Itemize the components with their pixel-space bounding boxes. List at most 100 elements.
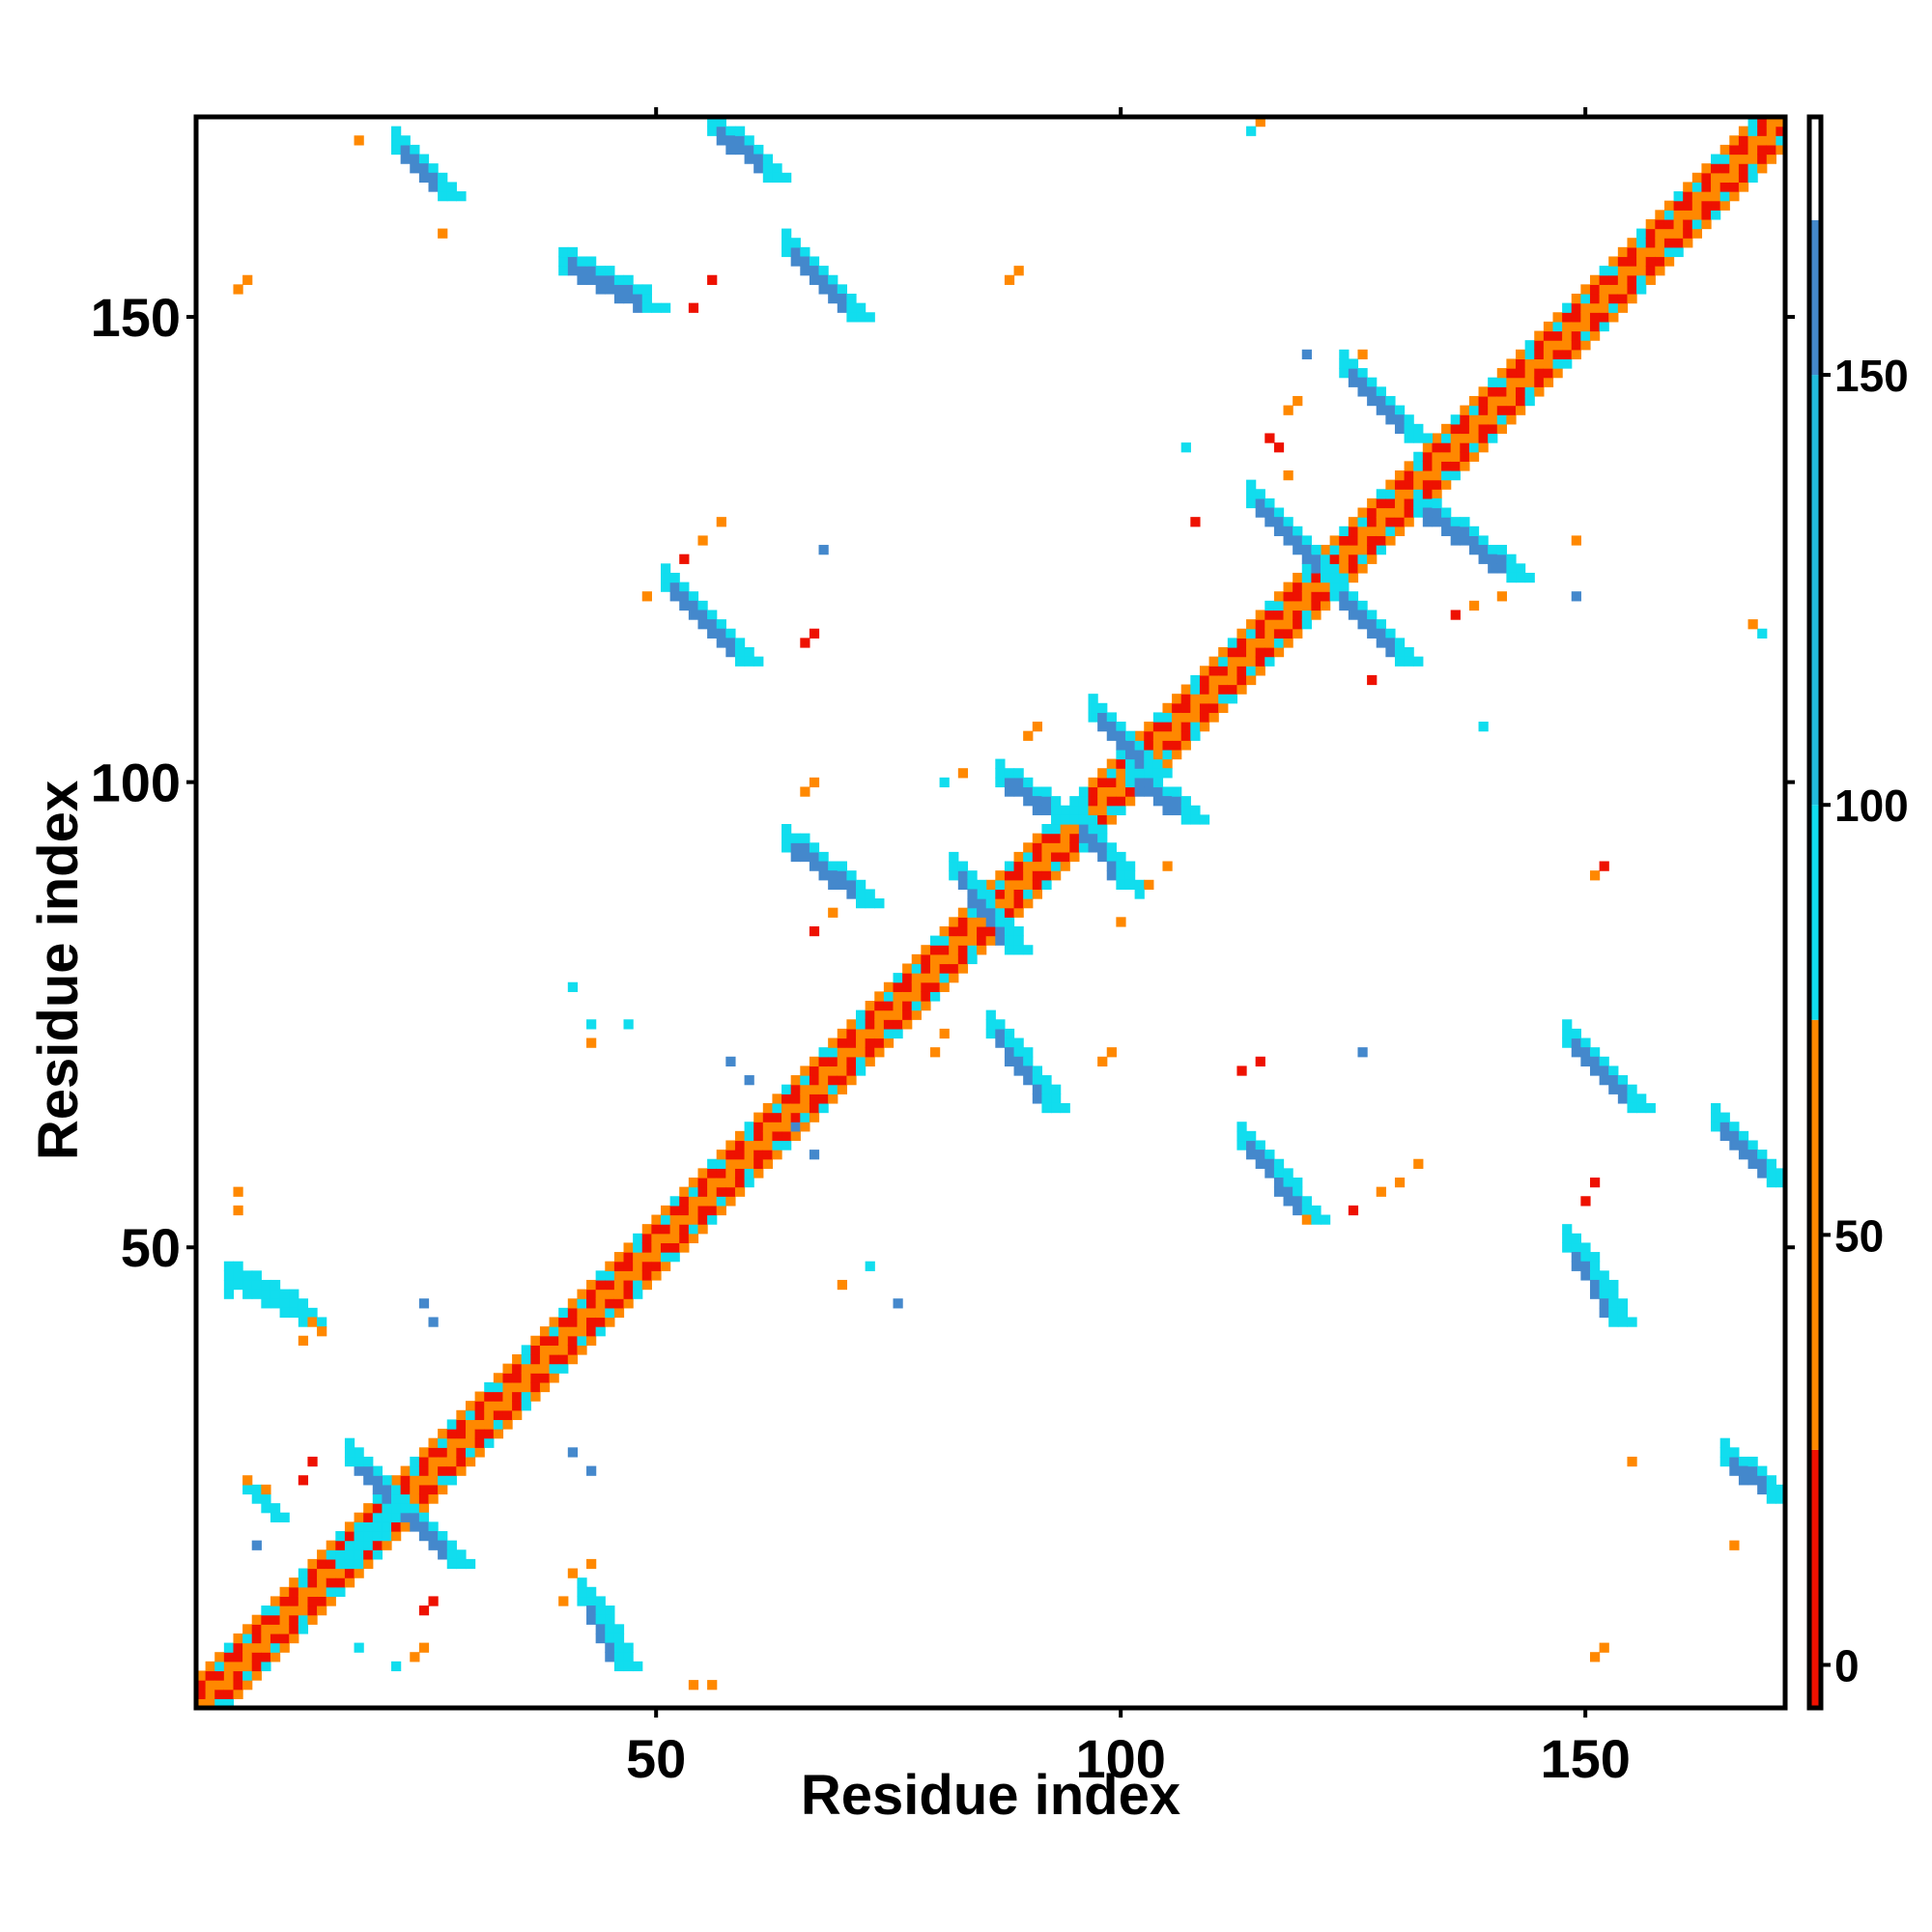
heatmap-cell <box>1106 1047 1117 1058</box>
heatmap-cell <box>1255 1056 1265 1067</box>
heatmap-cell <box>744 1178 754 1188</box>
heatmap-cell <box>818 870 829 881</box>
heatmap-cell <box>251 1624 262 1634</box>
heatmap-cell <box>1478 414 1489 425</box>
heatmap-cell <box>1180 722 1191 732</box>
heatmap-cell <box>1097 842 1108 853</box>
heatmap-cell <box>1571 321 1581 332</box>
heatmap-cell <box>781 1084 792 1094</box>
heatmap-cell <box>697 535 708 546</box>
heatmap-cell <box>446 182 457 192</box>
heatmap-cell <box>605 1642 615 1653</box>
heatmap-cell <box>428 1475 439 1486</box>
heatmap-cell <box>1032 796 1043 807</box>
heatmap-cell <box>1738 126 1749 136</box>
heatmap-cell <box>1589 1261 1601 1271</box>
heatmap-cell <box>874 1047 885 1058</box>
heatmap-cell <box>251 1484 262 1495</box>
heatmap-cell <box>1422 479 1434 490</box>
heatmap-cell <box>577 1335 587 1346</box>
heatmap-cell <box>1004 907 1015 918</box>
heatmap-cell <box>893 1298 903 1309</box>
heatmap-cell <box>1580 1056 1591 1067</box>
heatmap-cell <box>921 1001 931 1011</box>
heatmap-cell <box>1617 1075 1629 1086</box>
heatmap-cell <box>595 284 606 295</box>
heatmap-cell <box>586 1586 597 1598</box>
heatmap-cell <box>1719 163 1730 174</box>
heatmap-cell <box>1032 1075 1043 1086</box>
heatmap-cell <box>809 1102 820 1114</box>
heatmap-cell <box>1673 210 1684 220</box>
heatmap-cell <box>298 1568 309 1578</box>
heatmap-cell <box>1032 870 1043 881</box>
heatmap-cell <box>1004 274 1015 285</box>
heatmap-cell <box>502 1381 513 1393</box>
heatmap-cell <box>1367 517 1378 527</box>
heatmap-cell <box>1283 526 1293 537</box>
heatmap-cell <box>558 1345 569 1355</box>
heatmap-cell <box>1478 386 1489 397</box>
heatmap-cell <box>251 1540 262 1550</box>
heatmap-cell <box>1180 796 1191 807</box>
heatmap-cell <box>1069 851 1080 863</box>
heatmap-cell <box>270 1512 281 1522</box>
heatmap-cell <box>298 1317 309 1327</box>
heatmap-cell <box>1124 786 1136 797</box>
heatmap-cell <box>270 1289 281 1299</box>
heatmap-cell <box>1190 694 1201 704</box>
heatmap-cell <box>270 1614 281 1625</box>
heatmap-cell <box>921 945 931 955</box>
heatmap-cell <box>214 1680 225 1690</box>
heatmap-cell <box>1738 1465 1749 1476</box>
heatmap-cell <box>1124 730 1136 741</box>
heatmap-cell <box>1069 842 1080 853</box>
heatmap-cell <box>1394 638 1406 648</box>
heatmap-cell <box>809 1056 820 1067</box>
heatmap-cell <box>1404 414 1414 425</box>
heatmap-cell <box>1106 870 1117 881</box>
heatmap-cell <box>1691 228 1703 239</box>
heatmap-cell <box>949 953 959 965</box>
heatmap-cell <box>1190 722 1201 732</box>
heatmap-cell <box>1589 1252 1601 1263</box>
heatmap-cell <box>1747 154 1758 164</box>
heatmap-cell <box>242 1642 253 1653</box>
heatmap-cell <box>1543 321 1554 332</box>
heatmap-cell <box>744 656 754 667</box>
heatmap-cell <box>539 1373 551 1383</box>
heatmap-cell <box>939 945 950 955</box>
heatmap-cell <box>391 1512 402 1522</box>
heatmap-cell <box>641 1270 652 1281</box>
heatmap-cell <box>744 135 754 146</box>
heatmap-cell <box>1152 740 1164 751</box>
heatmap-cell <box>1608 1084 1619 1094</box>
heatmap-cell <box>800 1065 810 1076</box>
heatmap-cell <box>1385 405 1396 415</box>
heatmap-cell <box>809 1150 820 1160</box>
heatmap-cell <box>1060 861 1070 871</box>
heatmap-cell <box>623 1270 634 1281</box>
heatmap-cell <box>1516 386 1526 397</box>
heatmap-cell <box>623 274 634 285</box>
heatmap-cell <box>1691 172 1703 184</box>
heatmap-cell <box>1236 684 1247 695</box>
heatmap-cell <box>1627 238 1637 248</box>
heatmap-cell <box>828 1056 838 1067</box>
y-tick-label: 50 <box>121 1217 181 1278</box>
heatmap-cell <box>223 1652 235 1662</box>
heatmap-cell <box>1711 163 1721 174</box>
heatmap-cell <box>279 1596 290 1606</box>
heatmap-cell <box>484 1391 495 1402</box>
heatmap-cell <box>410 1521 420 1532</box>
heatmap-cell <box>1432 461 1442 471</box>
heatmap-cell <box>1404 656 1414 667</box>
heatmap-cell <box>354 1456 364 1467</box>
heatmap-cell <box>270 1642 281 1653</box>
heatmap-cell <box>242 1484 253 1495</box>
heatmap-cell <box>363 1503 374 1514</box>
heatmap-cell <box>428 182 439 192</box>
heatmap-cell <box>995 907 1006 918</box>
heatmap-cell <box>1580 1270 1591 1281</box>
heatmap-cell <box>1236 674 1247 686</box>
